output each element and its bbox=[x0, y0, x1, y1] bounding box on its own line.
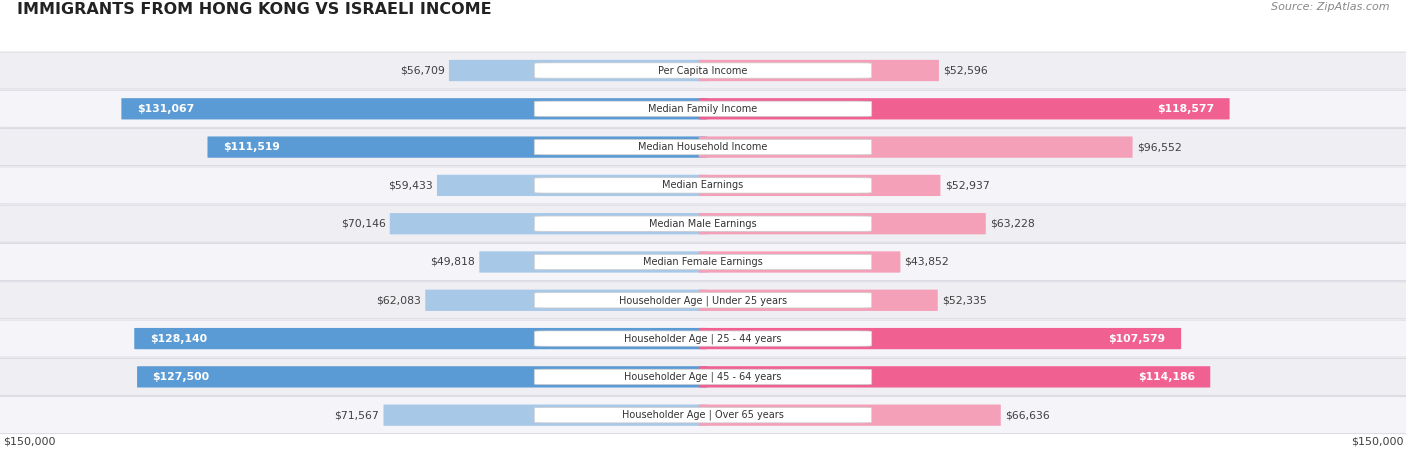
FancyBboxPatch shape bbox=[389, 213, 707, 234]
FancyBboxPatch shape bbox=[0, 90, 1406, 127]
Text: $131,067: $131,067 bbox=[136, 104, 194, 114]
Text: $150,000: $150,000 bbox=[1351, 436, 1403, 446]
Text: $49,818: $49,818 bbox=[430, 257, 475, 267]
Text: Median Earnings: Median Earnings bbox=[662, 180, 744, 191]
Text: $114,186: $114,186 bbox=[1137, 372, 1195, 382]
Text: $127,500: $127,500 bbox=[153, 372, 209, 382]
FancyBboxPatch shape bbox=[0, 243, 1406, 281]
Text: Median Household Income: Median Household Income bbox=[638, 142, 768, 152]
FancyBboxPatch shape bbox=[534, 369, 872, 384]
FancyBboxPatch shape bbox=[0, 167, 1406, 204]
Text: $52,335: $52,335 bbox=[942, 295, 987, 305]
FancyBboxPatch shape bbox=[208, 136, 707, 158]
Text: $52,937: $52,937 bbox=[945, 180, 990, 191]
Text: $66,636: $66,636 bbox=[1005, 410, 1050, 420]
FancyBboxPatch shape bbox=[534, 408, 872, 423]
FancyBboxPatch shape bbox=[449, 60, 707, 81]
FancyBboxPatch shape bbox=[0, 205, 1406, 242]
Text: $59,433: $59,433 bbox=[388, 180, 433, 191]
FancyBboxPatch shape bbox=[699, 366, 1211, 388]
Text: $71,567: $71,567 bbox=[335, 410, 380, 420]
Text: $111,519: $111,519 bbox=[224, 142, 280, 152]
FancyBboxPatch shape bbox=[699, 98, 1230, 120]
FancyBboxPatch shape bbox=[699, 175, 941, 196]
FancyBboxPatch shape bbox=[0, 128, 1406, 166]
Text: $128,140: $128,140 bbox=[149, 333, 207, 344]
FancyBboxPatch shape bbox=[134, 328, 707, 349]
Text: Median Male Earnings: Median Male Earnings bbox=[650, 219, 756, 229]
FancyBboxPatch shape bbox=[534, 293, 872, 308]
FancyBboxPatch shape bbox=[0, 52, 1406, 89]
Text: $62,083: $62,083 bbox=[377, 295, 420, 305]
Text: Median Female Earnings: Median Female Earnings bbox=[643, 257, 763, 267]
FancyBboxPatch shape bbox=[699, 290, 938, 311]
Text: Householder Age | Over 65 years: Householder Age | Over 65 years bbox=[621, 410, 785, 420]
FancyBboxPatch shape bbox=[534, 216, 872, 231]
FancyBboxPatch shape bbox=[425, 290, 707, 311]
FancyBboxPatch shape bbox=[384, 404, 707, 426]
FancyBboxPatch shape bbox=[121, 98, 707, 120]
FancyBboxPatch shape bbox=[699, 213, 986, 234]
FancyBboxPatch shape bbox=[534, 255, 872, 269]
FancyBboxPatch shape bbox=[534, 331, 872, 346]
FancyBboxPatch shape bbox=[479, 251, 707, 273]
FancyBboxPatch shape bbox=[699, 136, 1133, 158]
Text: $52,596: $52,596 bbox=[943, 65, 988, 76]
FancyBboxPatch shape bbox=[0, 282, 1406, 319]
Text: $70,146: $70,146 bbox=[340, 219, 385, 229]
Text: Source: ZipAtlas.com: Source: ZipAtlas.com bbox=[1271, 2, 1389, 12]
FancyBboxPatch shape bbox=[699, 60, 939, 81]
Text: Householder Age | 45 - 64 years: Householder Age | 45 - 64 years bbox=[624, 372, 782, 382]
FancyBboxPatch shape bbox=[534, 140, 872, 155]
Text: $150,000: $150,000 bbox=[3, 436, 55, 446]
Text: $107,579: $107,579 bbox=[1108, 333, 1166, 344]
Text: $118,577: $118,577 bbox=[1157, 104, 1215, 114]
FancyBboxPatch shape bbox=[534, 101, 872, 116]
Text: $56,709: $56,709 bbox=[399, 65, 444, 76]
Text: Householder Age | Under 25 years: Householder Age | Under 25 years bbox=[619, 295, 787, 305]
FancyBboxPatch shape bbox=[138, 366, 707, 388]
FancyBboxPatch shape bbox=[437, 175, 707, 196]
FancyBboxPatch shape bbox=[699, 251, 900, 273]
Text: $96,552: $96,552 bbox=[1137, 142, 1181, 152]
FancyBboxPatch shape bbox=[0, 396, 1406, 434]
FancyBboxPatch shape bbox=[0, 320, 1406, 357]
Text: $43,852: $43,852 bbox=[904, 257, 949, 267]
Text: Per Capita Income: Per Capita Income bbox=[658, 65, 748, 76]
Text: Median Family Income: Median Family Income bbox=[648, 104, 758, 114]
Text: IMMIGRANTS FROM HONG KONG VS ISRAELI INCOME: IMMIGRANTS FROM HONG KONG VS ISRAELI INC… bbox=[17, 2, 492, 17]
FancyBboxPatch shape bbox=[534, 178, 872, 193]
FancyBboxPatch shape bbox=[534, 63, 872, 78]
FancyBboxPatch shape bbox=[699, 328, 1181, 349]
FancyBboxPatch shape bbox=[699, 404, 1001, 426]
FancyBboxPatch shape bbox=[0, 358, 1406, 396]
Text: $63,228: $63,228 bbox=[990, 219, 1035, 229]
Text: Householder Age | 25 - 44 years: Householder Age | 25 - 44 years bbox=[624, 333, 782, 344]
